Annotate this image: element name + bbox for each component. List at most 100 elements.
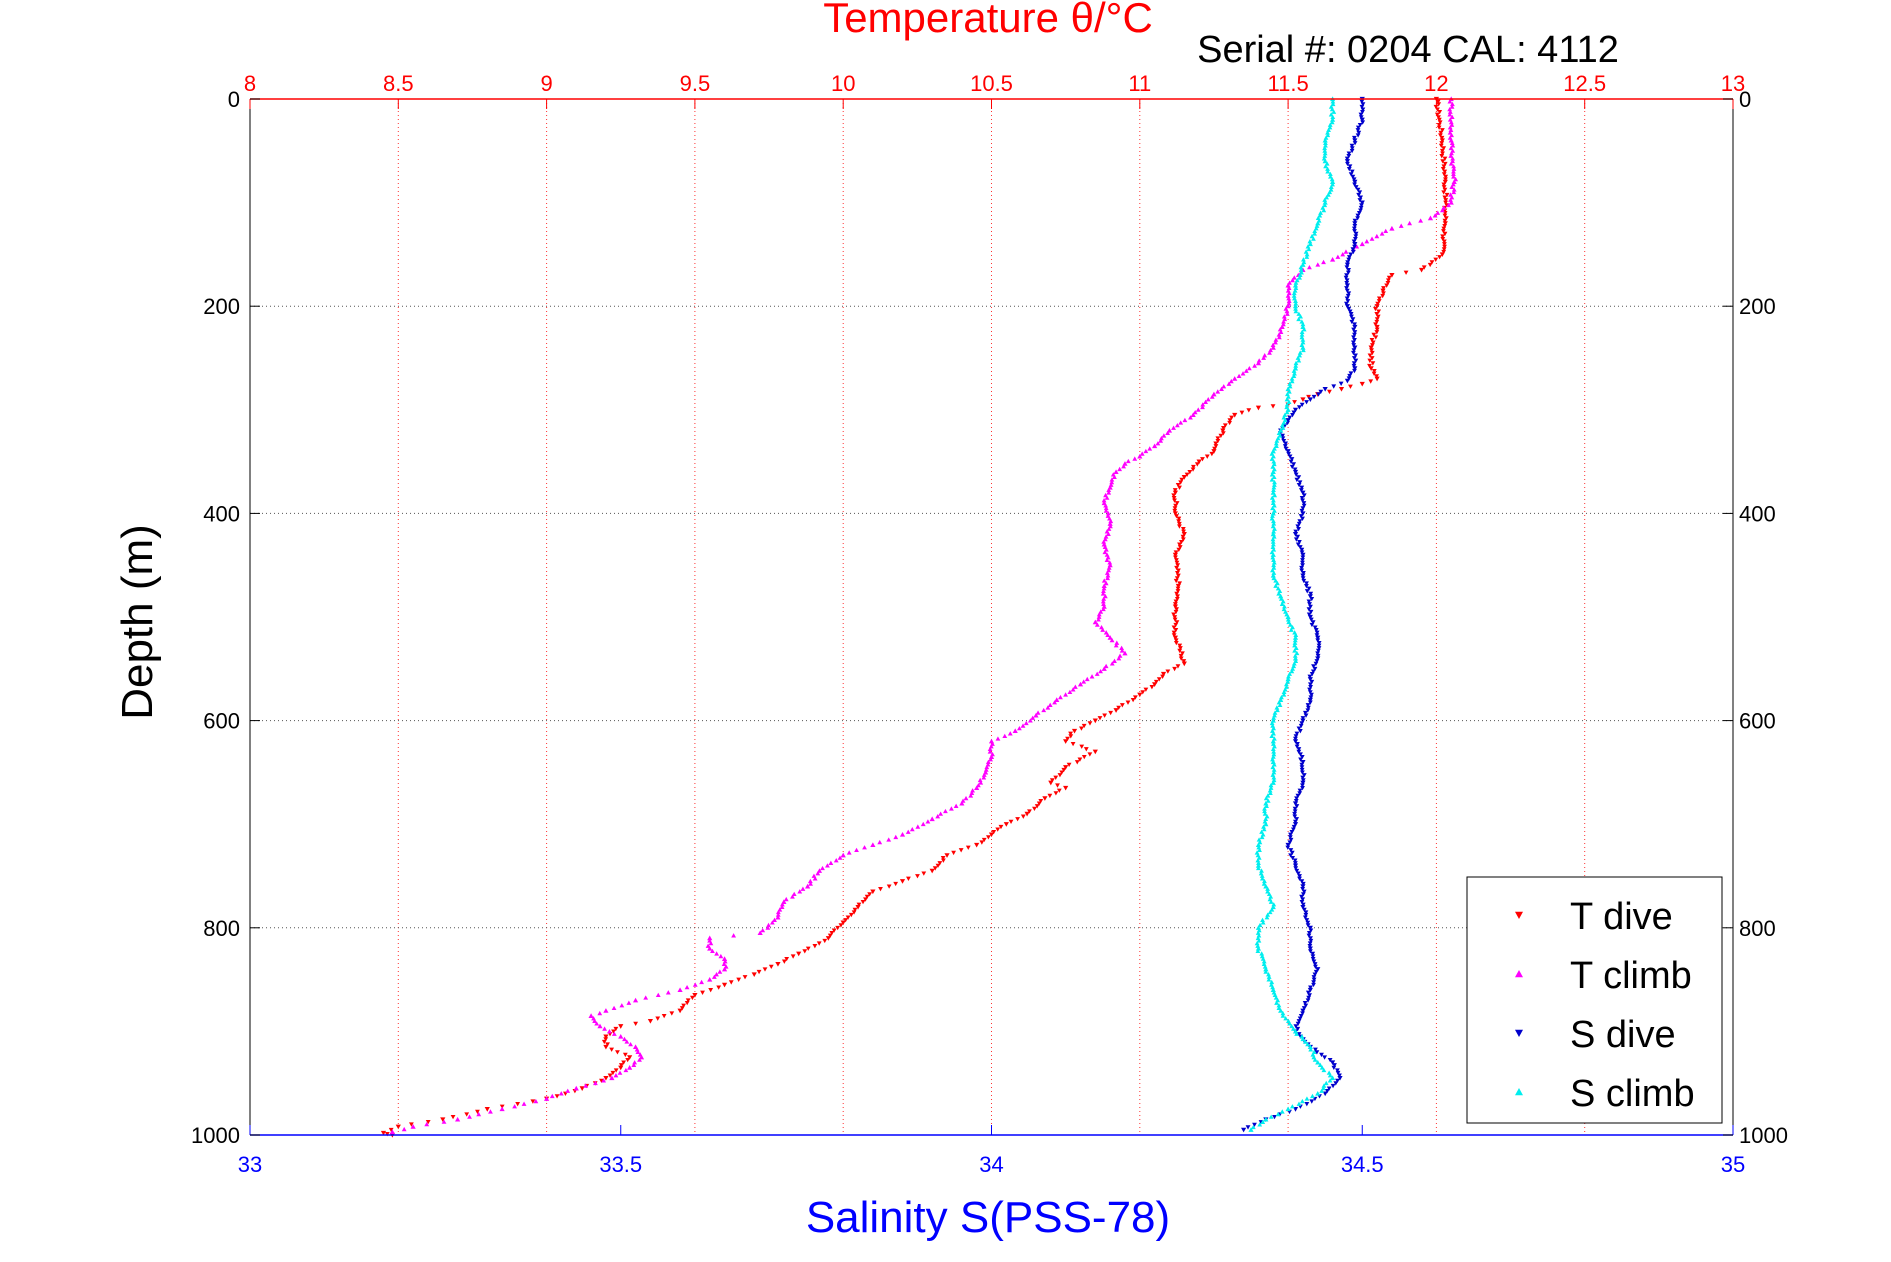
data-point xyxy=(1322,153,1328,158)
data-point xyxy=(1359,104,1365,110)
data-point xyxy=(1180,537,1186,542)
data-point xyxy=(1322,387,1328,392)
data-point xyxy=(1438,143,1444,149)
data-point xyxy=(1307,239,1313,244)
data-point xyxy=(1374,319,1380,325)
data-point xyxy=(1315,638,1321,643)
data-point xyxy=(1450,101,1455,107)
data-point xyxy=(679,1006,685,1011)
data-point xyxy=(1376,296,1382,301)
data-point xyxy=(1295,793,1301,799)
data-point xyxy=(1285,449,1291,454)
data-point xyxy=(1309,596,1315,602)
data-point xyxy=(1255,858,1261,863)
data-point xyxy=(929,868,935,874)
data-point xyxy=(1106,526,1112,531)
data-point xyxy=(1299,765,1305,770)
data-point xyxy=(831,928,837,933)
data-point xyxy=(1449,122,1455,127)
data-point xyxy=(756,969,762,975)
data-point xyxy=(1175,573,1181,578)
data-point xyxy=(1444,192,1450,198)
data-point xyxy=(1427,215,1434,221)
data-point xyxy=(1232,412,1238,418)
data-point xyxy=(1440,167,1446,172)
data-point xyxy=(1153,679,1159,685)
data-point xyxy=(1283,441,1288,446)
data-point xyxy=(1261,355,1267,360)
data-point xyxy=(867,892,873,897)
data-point xyxy=(1180,651,1185,656)
data-point xyxy=(1351,327,1356,332)
data-point xyxy=(1308,928,1314,933)
data-point xyxy=(1313,969,1319,975)
data-point xyxy=(601,1039,607,1045)
data-point xyxy=(1344,288,1350,294)
data-point xyxy=(1190,467,1196,472)
data-point xyxy=(1448,200,1454,205)
data-point xyxy=(635,1049,641,1055)
data-point xyxy=(1041,707,1047,713)
data-point xyxy=(1291,293,1297,298)
data-point xyxy=(1174,596,1180,602)
data-point xyxy=(1375,314,1381,319)
data-point xyxy=(1178,420,1184,425)
data-point xyxy=(1176,519,1182,524)
data-point xyxy=(1300,759,1306,765)
data-point xyxy=(632,1060,638,1065)
data-point xyxy=(632,997,639,1003)
data-point xyxy=(1052,700,1057,705)
data-point xyxy=(1096,612,1102,617)
data-point xyxy=(769,920,775,925)
data-point xyxy=(1112,658,1117,663)
data-point xyxy=(909,826,915,832)
data-point xyxy=(1359,203,1364,208)
data-point xyxy=(937,861,943,866)
data-point xyxy=(1443,200,1449,205)
data-point xyxy=(1407,220,1413,226)
data-point xyxy=(1292,643,1297,648)
data-point xyxy=(1355,213,1361,218)
data-point xyxy=(768,964,774,970)
data-point xyxy=(1173,622,1179,628)
data-point xyxy=(1312,962,1318,967)
data-point xyxy=(1270,572,1276,578)
data-point xyxy=(1174,607,1179,612)
data-point xyxy=(1293,645,1299,650)
data-point xyxy=(1287,835,1293,840)
data-point xyxy=(1192,409,1198,415)
data-point xyxy=(951,850,957,856)
data-point xyxy=(1271,575,1277,581)
data-point xyxy=(1304,252,1310,257)
data-point xyxy=(1446,202,1451,208)
data-point xyxy=(1286,298,1292,303)
data-point xyxy=(1352,324,1358,330)
data-point xyxy=(1352,345,1358,351)
data-point xyxy=(631,1062,637,1067)
data-point xyxy=(1055,783,1060,788)
data-point xyxy=(1374,330,1380,335)
data-point xyxy=(1447,112,1453,117)
data-point xyxy=(1282,444,1288,449)
data-point xyxy=(1152,682,1158,687)
data-point xyxy=(1263,966,1269,972)
data-point xyxy=(1292,637,1298,643)
data-point xyxy=(1323,140,1328,145)
data-point xyxy=(1270,542,1276,547)
data-point xyxy=(1117,466,1123,472)
data-point xyxy=(628,1041,633,1047)
data-point xyxy=(1209,451,1215,457)
data-point xyxy=(1436,115,1441,120)
data-point xyxy=(1448,145,1454,151)
data-point xyxy=(1328,112,1334,117)
data-point xyxy=(1371,371,1377,376)
data-point xyxy=(1442,169,1448,174)
data-point xyxy=(1305,920,1311,926)
data-point xyxy=(1295,534,1301,540)
data-point xyxy=(1301,578,1307,584)
data-point xyxy=(1255,360,1262,366)
data-point xyxy=(1116,656,1122,661)
data-point xyxy=(1271,557,1276,562)
data-point xyxy=(1292,640,1298,645)
data-point xyxy=(1383,228,1389,234)
